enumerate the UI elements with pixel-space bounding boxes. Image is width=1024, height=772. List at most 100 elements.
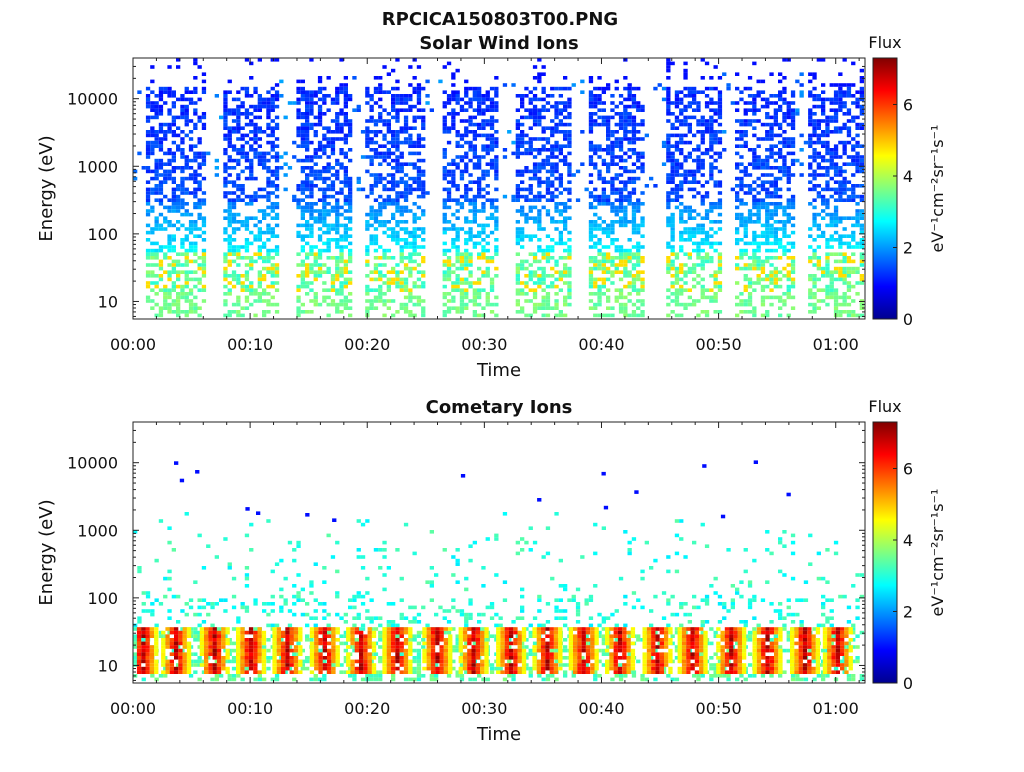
heatmap-cell <box>382 159 386 163</box>
heatmap-cell <box>202 126 206 130</box>
heatmap-cell <box>597 123 601 127</box>
heatmap-cell <box>834 303 838 307</box>
heatmap-cell <box>202 90 206 94</box>
heatmap-cell <box>589 292 593 296</box>
heatmap-cell <box>855 267 859 271</box>
heatmap-cell <box>344 83 348 87</box>
heatmap-cell <box>150 65 154 69</box>
heatmap-cell <box>610 224 614 228</box>
heatmap-cell <box>769 173 773 177</box>
heatmap-cell <box>533 155 537 159</box>
heatmap-cell <box>516 238 520 242</box>
heatmap-cell <box>421 137 425 141</box>
heatmap-cell <box>821 216 825 220</box>
heatmap-cell <box>365 137 369 141</box>
heatmap-cell <box>606 162 610 166</box>
heatmap-cell <box>331 180 335 184</box>
heatmap-cell <box>180 202 184 206</box>
heatmap-cell <box>640 260 644 264</box>
heatmap-cell <box>391 152 395 156</box>
heatmap-cell <box>675 94 679 98</box>
heatmap-cell <box>417 116 421 120</box>
heatmap-cell <box>529 170 533 174</box>
heatmap-cell <box>404 288 408 292</box>
heatmap-cell <box>408 274 412 278</box>
heatmap-cell <box>232 130 236 134</box>
heatmap-cell <box>395 155 399 159</box>
heatmap-cell <box>533 270 537 274</box>
heatmap-cell <box>636 274 640 278</box>
heatmap-cell <box>692 134 696 138</box>
heatmap-cell <box>778 270 782 274</box>
heatmap-cell <box>632 224 636 228</box>
heatmap-cell <box>253 137 257 141</box>
heatmap-cell <box>155 224 159 228</box>
heatmap-cell <box>701 76 705 80</box>
heatmap-cell <box>275 126 279 130</box>
heatmap-cell <box>232 227 236 231</box>
heatmap-cell <box>817 119 821 123</box>
heatmap-cell <box>198 188 202 192</box>
heatmap-cell <box>258 274 262 278</box>
heatmap-cell <box>701 166 705 170</box>
heatmap-cell <box>679 285 683 289</box>
heatmap-cell <box>688 116 692 120</box>
heatmap-cell <box>167 526 171 530</box>
heatmap-cell <box>701 90 705 94</box>
heatmap-cell <box>185 191 189 195</box>
heatmap-cell <box>701 134 705 138</box>
heatmap-cell <box>632 141 636 145</box>
heatmap-cell <box>451 288 455 292</box>
heatmap-cell <box>701 267 705 271</box>
heatmap-cell <box>464 256 468 260</box>
heatmap-cell <box>812 285 816 289</box>
heatmap-cell <box>580 162 584 166</box>
heatmap-cell <box>387 119 391 123</box>
heatmap-cell <box>258 296 262 300</box>
heatmap-cell <box>305 285 309 289</box>
heatmap-cell <box>520 267 524 271</box>
heatmap-cell <box>808 227 812 231</box>
heatmap-cell <box>533 216 537 220</box>
heatmap-cell <box>696 108 700 112</box>
heatmap-cell <box>782 58 786 62</box>
heatmap-cell <box>554 166 558 170</box>
heatmap-cell <box>494 144 498 148</box>
heatmap-cell <box>318 238 322 242</box>
heatmap-cell <box>636 101 640 105</box>
heatmap-cell <box>683 105 687 109</box>
heatmap-cell <box>778 202 782 206</box>
heatmap-cell <box>761 180 765 184</box>
heatmap-cell <box>546 141 550 145</box>
heatmap-cell <box>589 234 593 238</box>
heatmap-cell <box>202 620 206 624</box>
heatmap-cell <box>550 87 554 91</box>
heatmap-cell <box>559 184 563 188</box>
heatmap-cell <box>628 249 632 253</box>
heatmap-cell <box>808 274 812 278</box>
heatmap-cell <box>494 137 498 141</box>
heatmap-cell <box>309 209 313 213</box>
heatmap-cell <box>417 152 421 156</box>
heatmap-cell <box>597 116 601 120</box>
heatmap-cell <box>855 144 859 148</box>
heatmap-cell <box>322 220 326 224</box>
heatmap-cell <box>628 105 632 109</box>
heatmap-cell <box>202 260 206 264</box>
heatmap-cell <box>296 130 300 134</box>
heatmap-cell <box>636 87 640 91</box>
heatmap-cell <box>421 173 425 177</box>
heatmap-cell <box>245 278 249 282</box>
heatmap-cell <box>185 314 189 318</box>
heatmap-cell <box>443 177 447 181</box>
heatmap-cell <box>335 202 339 206</box>
heatmap-cell <box>318 144 322 148</box>
heatmap-cell <box>511 83 515 87</box>
heatmap-cell <box>451 306 455 310</box>
heatmap-cell <box>769 126 773 130</box>
heatmap-cell <box>593 285 597 289</box>
heatmap-cell <box>395 112 399 116</box>
heatmap-cell <box>146 224 150 228</box>
heatmap-cell <box>847 155 851 159</box>
heatmap-cell <box>537 224 541 228</box>
